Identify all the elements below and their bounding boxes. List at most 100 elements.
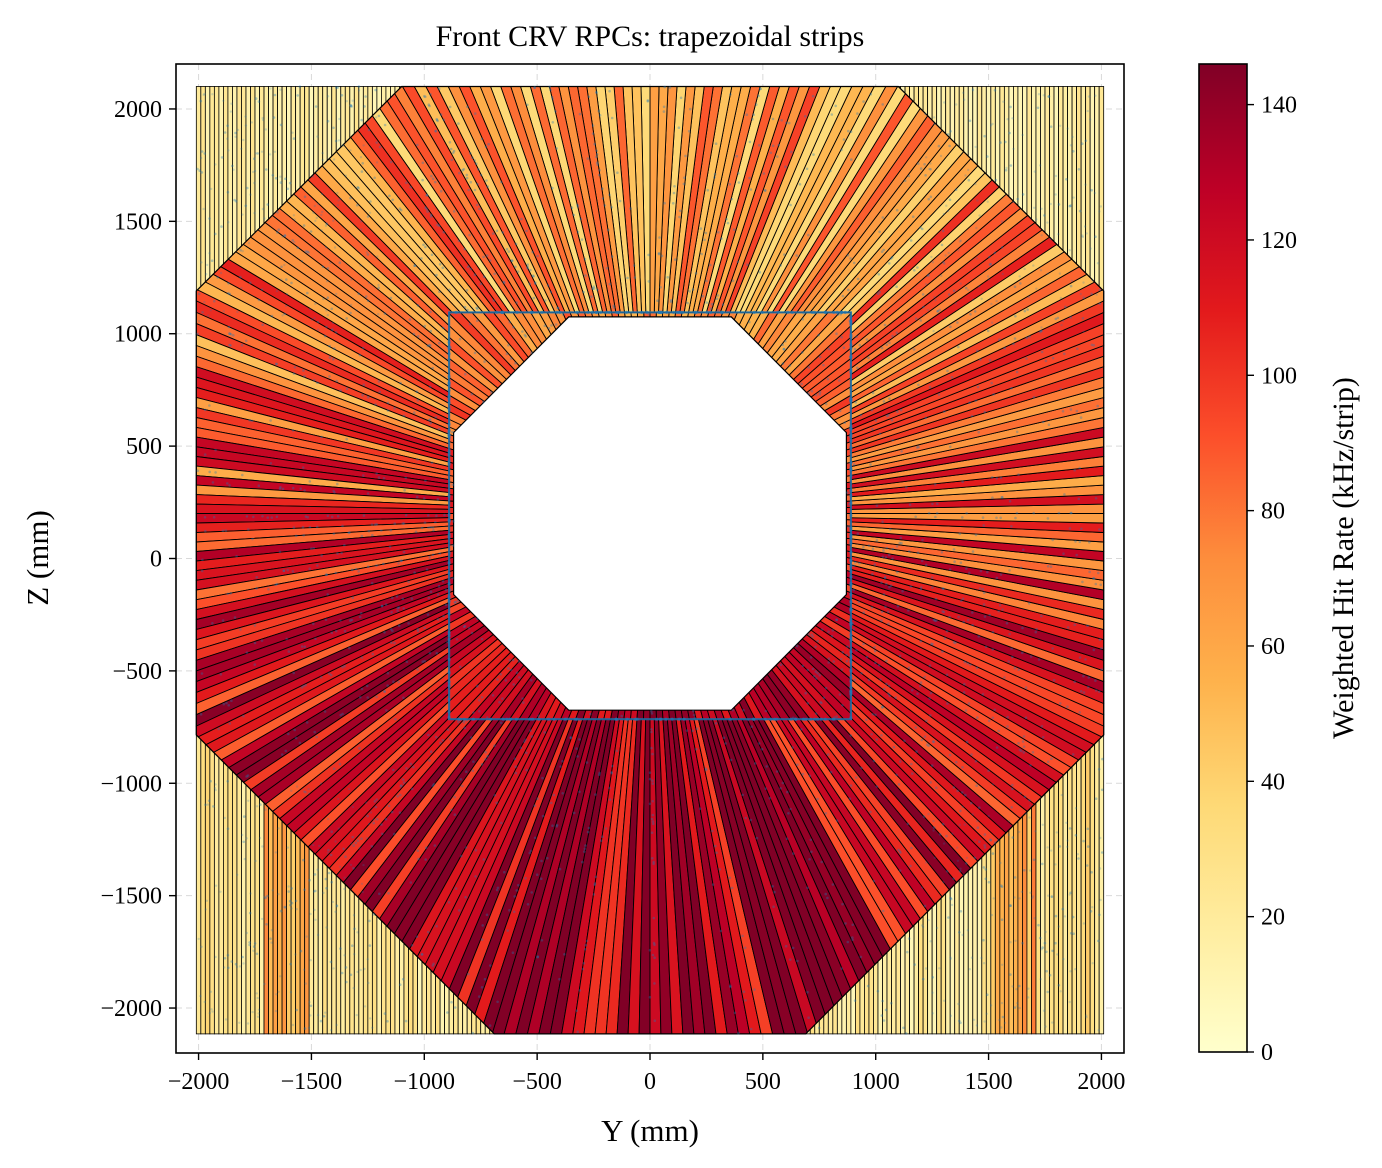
hit-point — [488, 259, 492, 262]
hit-point — [291, 486, 295, 490]
hit-point — [275, 515, 279, 518]
hit-point — [610, 255, 614, 258]
hit-point — [610, 116, 614, 120]
hit-point — [653, 1019, 657, 1022]
hit-point — [471, 1031, 475, 1035]
hit-point — [961, 480, 964, 484]
hit-point — [882, 1019, 886, 1022]
hit-point — [982, 591, 986, 595]
hit-point — [337, 139, 341, 142]
hit-point — [648, 995, 652, 999]
hit-point — [931, 261, 935, 264]
hit-point — [350, 568, 354, 572]
hit-point — [595, 153, 599, 156]
hit-point — [462, 720, 466, 724]
hit-point — [772, 905, 775, 908]
hit-point — [948, 198, 952, 202]
hit-point — [429, 526, 433, 529]
hit-point — [308, 480, 312, 483]
hit-point — [383, 631, 386, 634]
hit-point — [502, 280, 506, 284]
hit-point — [265, 923, 268, 926]
hit-point — [942, 261, 945, 264]
hit-point — [357, 89, 361, 92]
hit-point — [795, 644, 799, 648]
hit-point — [991, 852, 995, 855]
hit-point — [988, 358, 992, 362]
hit-point — [505, 247, 509, 251]
hit-point — [931, 1012, 934, 1015]
hit-point — [363, 105, 366, 108]
hit-point — [966, 662, 969, 665]
hit-point — [959, 867, 962, 870]
hit-point — [880, 581, 883, 584]
hit-point — [669, 300, 673, 304]
hit-point — [948, 753, 952, 757]
hit-point — [804, 691, 807, 695]
hit-point — [920, 227, 924, 231]
hit-point — [977, 430, 980, 434]
hit-point — [922, 815, 926, 818]
hit-point — [308, 567, 312, 570]
hit-point — [888, 585, 891, 589]
hit-point — [283, 234, 287, 237]
hit-point — [744, 816, 747, 820]
hit-point — [309, 1014, 312, 1017]
hit-point — [942, 587, 945, 591]
hit-point — [286, 187, 290, 191]
hit-point — [935, 511, 939, 515]
hit-point — [238, 965, 242, 968]
hit-point — [437, 224, 441, 227]
hit-point — [436, 593, 440, 596]
hit-point — [521, 697, 524, 700]
hit-point — [547, 327, 551, 330]
hit-point — [811, 94, 815, 98]
hit-point — [203, 152, 206, 155]
hit-point — [462, 167, 466, 171]
hit-point — [339, 197, 342, 201]
hit-point — [424, 858, 428, 861]
hit-point — [1017, 668, 1020, 671]
hit-point — [922, 305, 925, 309]
hit-point — [350, 842, 353, 845]
hit-point — [1097, 571, 1100, 575]
hit-point — [945, 673, 949, 677]
hit-point — [459, 778, 463, 781]
hit-point — [508, 909, 511, 912]
x-tick-label: 500 — [745, 1069, 781, 1095]
hit-point — [931, 976, 934, 979]
hit-point — [786, 790, 789, 794]
hit-point — [374, 116, 378, 119]
hit-point — [1078, 209, 1082, 213]
hit-point — [451, 483, 455, 487]
hit-point — [404, 514, 408, 517]
hit-point — [715, 297, 719, 301]
hit-point — [798, 183, 802, 186]
hit-point — [395, 595, 399, 598]
hit-point — [699, 227, 703, 230]
hit-point — [1015, 430, 1019, 434]
hit-point — [610, 771, 614, 775]
hit-point — [254, 859, 257, 863]
hit-point — [197, 319, 201, 323]
hit-point — [820, 860, 823, 864]
hit-point — [240, 286, 243, 290]
hit-point — [530, 679, 533, 682]
hit-point — [1069, 511, 1073, 515]
hit-point — [986, 570, 989, 574]
hit-point — [598, 114, 602, 117]
hit-point — [519, 746, 523, 750]
hit-point — [206, 803, 210, 806]
hit-point — [495, 801, 499, 805]
hit-point — [274, 851, 278, 854]
hit-point — [811, 667, 815, 671]
hit-point — [199, 156, 203, 160]
hit-point — [385, 709, 388, 712]
hit-point — [764, 787, 768, 790]
hit-point — [710, 302, 714, 306]
hit-point — [429, 93, 432, 96]
hit-point — [1089, 910, 1093, 913]
hit-point — [333, 347, 336, 350]
hit-point — [1058, 272, 1062, 275]
hit-point — [913, 269, 916, 272]
